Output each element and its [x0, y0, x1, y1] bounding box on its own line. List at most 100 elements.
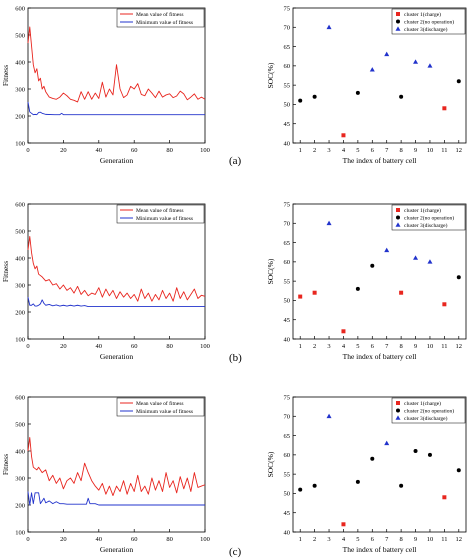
- chart-4-legend: [391, 204, 466, 231]
- chart-4-legend-label-1: cluster 1(charge): [404, 207, 441, 214]
- chart-1-series-2-line: [27, 101, 205, 116]
- chart-2-series-2-point-2: [312, 94, 317, 99]
- chart-4-xtick-label-8: 9: [414, 343, 417, 350]
- chart-4-xtick-label-5: 6: [371, 343, 375, 350]
- chart-1-ytick-label-4: 500: [15, 32, 25, 39]
- chart-5-ytick-label-5: 600: [15, 394, 25, 401]
- chart-5-ylabel: Fitness: [1, 454, 10, 475]
- chart-4-ytick-label-6: 70: [284, 221, 291, 228]
- chart-5-ytick-label-0: 100: [15, 529, 25, 536]
- chart-6-xtick-label-5: 6: [371, 536, 375, 543]
- chart-4-xtick-label-1: 2: [313, 343, 316, 350]
- chart-4-xtick-label-0: 1: [299, 343, 302, 350]
- chart-2-ytick-label-3: 55: [284, 82, 291, 89]
- chart-4-series-1-point-2: [312, 290, 317, 295]
- chart-3-frame: [27, 203, 206, 340]
- chart-2-series-2-point-4: [399, 94, 404, 99]
- chart-3-ytick-label-1: 200: [15, 309, 25, 316]
- chart-6-ylabel: SOC(%): [266, 451, 275, 477]
- chart-6-xtick-label-8: 9: [414, 536, 417, 543]
- chart-6-xtick-label-9: 10: [427, 536, 434, 543]
- chart-6-series-2-point-7: [427, 452, 432, 457]
- chart-4-ytick-label-1: 45: [284, 317, 291, 324]
- chart-2-xtick-label-1: 2: [313, 147, 316, 154]
- chart-3-series-2-line: [27, 297, 205, 308]
- chart-3-xlabel: Generation: [100, 352, 134, 361]
- chart-3-xtick-label-5: 100: [200, 343, 210, 350]
- chart-3: 0 20 40 60 80 100 100 200 300 400 500 600 Generation…: [1, 201, 210, 361]
- chart-2-series-3-point-5: [427, 63, 433, 68]
- chart-2-legend-label-2: cluster 2(no operation): [404, 19, 454, 26]
- chart-3-ytick-label-2: 300: [15, 282, 25, 289]
- chart-6-xtick-label-7: 8: [400, 536, 403, 543]
- chart-3-ytick-label-0: 100: [15, 336, 25, 343]
- chart-5-ytick-label-2: 300: [15, 475, 25, 482]
- chart-5-ytick-label-3: 400: [15, 448, 25, 455]
- chart-1-xtick-label-3: 60: [131, 147, 138, 154]
- chart-6-ytick-label-1: 45: [284, 510, 291, 517]
- chart-4-series-3-point-4: [427, 259, 433, 264]
- chart-5-xtick-label-0: 0: [26, 536, 29, 543]
- chart-2-xlabel: The index of battery cell: [343, 156, 417, 165]
- chart-1: 0 20 40 60 80 100 100 200 300 400 500 600 Generation…: [1, 5, 210, 165]
- chart-3-xtick-label-2: 40: [96, 343, 103, 350]
- chart-2-ylabel: SOC(%): [266, 62, 275, 88]
- chart-6-series-1-point-2: [442, 495, 447, 500]
- chart-1-ytick-label-5: 600: [15, 5, 25, 12]
- chart-6-xtick-label-11: 12: [456, 536, 463, 543]
- chart-5-xlabel: Generation: [100, 545, 134, 554]
- chart-1-ytick-label-2: 300: [15, 86, 25, 93]
- chart-4-xtick-label-2: 3: [327, 343, 330, 350]
- chart-2-xtick-label-7: 8: [400, 147, 403, 154]
- chart-3-ytick-label-3: 400: [15, 255, 25, 262]
- chart-1-legend-label-1: Mean value of fitness: [136, 11, 184, 18]
- chart-1-xtick-label-0: 0: [26, 147, 29, 154]
- chart-2-frame: [292, 7, 467, 144]
- chart-6-frame: [292, 396, 467, 533]
- chart-6-legend-label-2: cluster 2(no operation): [404, 408, 454, 415]
- chart-4-series-2-point-2: [370, 263, 375, 268]
- chart-2-xtick-label-9: 10: [427, 147, 434, 154]
- chart-4-ytick-label-2: 50: [284, 298, 291, 305]
- chart-2-series-2-point-3: [355, 90, 360, 95]
- chart-4-ylabel: SOC(%): [266, 258, 275, 284]
- chart-6-series-2-point-4: [370, 456, 375, 461]
- chart-6-series-2-point-1: [298, 487, 303, 492]
- chart-2-ytick-label-2: 50: [284, 102, 291, 109]
- chart-3-ytick-label-5: 600: [15, 201, 25, 208]
- chart-2-legend-swatch-2: [396, 19, 400, 24]
- chart-4-xtick-label-9: 10: [427, 343, 434, 350]
- chart-3-legend-label-1: Mean value of fitness: [136, 207, 184, 214]
- chart-2-xtick-label-8: 9: [414, 147, 417, 154]
- chart-5-xtick-label-4: 80: [166, 536, 173, 543]
- chart-2-ytick-label-6: 70: [284, 25, 291, 32]
- chart-5-series-1-line: [27, 437, 206, 496]
- chart-6-legend: [391, 397, 466, 424]
- chart-4-ytick-label-7: 75: [284, 201, 291, 208]
- panel-label-c: (c): [229, 546, 242, 558]
- chart-6-ytick-label-7: 75: [284, 394, 291, 401]
- chart-2-legend-swatch-3: [395, 26, 401, 31]
- chart-4-series-3-point-1: [326, 220, 332, 226]
- chart-4-xtick-label-6: 7: [385, 343, 389, 350]
- chart-4-ytick-label-4: 60: [284, 259, 291, 266]
- chart-2-legend-label-3: cluster 3(discharge): [404, 26, 448, 33]
- chart-4-ytick-label-5: 65: [284, 240, 291, 247]
- chart-2-xtick-label-4: 5: [356, 147, 359, 154]
- chart-2-xtick-label-2: 3: [327, 147, 330, 154]
- chart-5-legend-label-1: Mean value of fitness: [136, 400, 184, 407]
- chart-4-ytick-label-0: 40: [284, 336, 291, 343]
- chart-4-xtick-label-11: 12: [456, 343, 463, 350]
- chart-2-series-1-point-1: [341, 133, 346, 138]
- chart-1-ytick-label-3: 400: [15, 59, 25, 66]
- chart-6-legend-swatch-2: [396, 408, 400, 413]
- chart-4-series-1-point-3: [341, 329, 346, 334]
- chart-2-series-3-point-4: [413, 59, 419, 64]
- chart-6-ytick-label-3: 55: [284, 471, 291, 478]
- panel-label-a: (a): [229, 155, 242, 167]
- chart-4-legend-label-2: cluster 2(no operation): [404, 215, 454, 222]
- chart-2-xtick-label-3: 4: [342, 147, 346, 154]
